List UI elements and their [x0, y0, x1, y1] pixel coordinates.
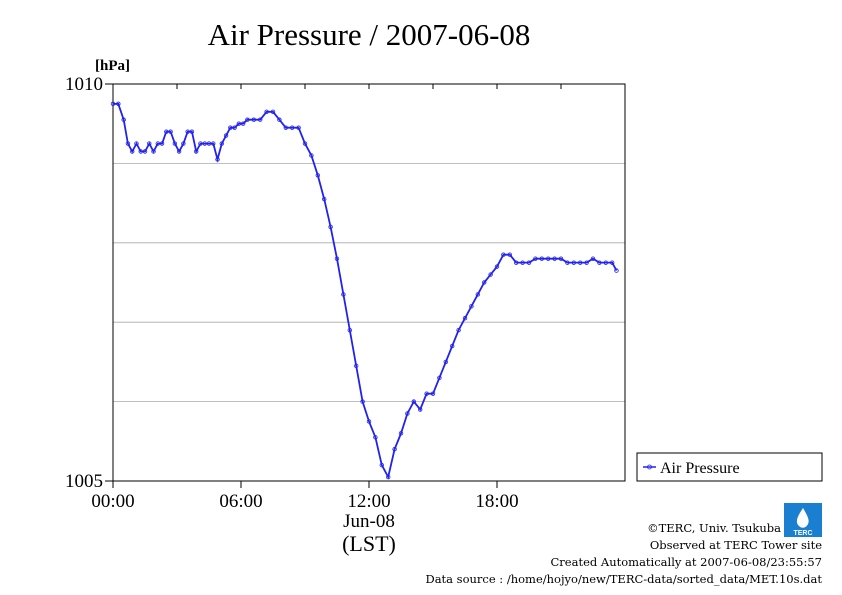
- series-line-air-pressure: [113, 103, 618, 480]
- x-tick-label: 12:00: [347, 491, 390, 512]
- water-drop-icon: [796, 508, 809, 528]
- x-axis: 00:00 06:00 12:00 18:00: [91, 84, 626, 512]
- logo-text: TERC: [793, 530, 812, 537]
- footer-data-source: Data source : /home/hojyo/new/TERC-data/…: [425, 572, 822, 586]
- footer-created: Created Automatically at 2007-06-08/23:5…: [551, 555, 823, 569]
- footer-observed: Observed at TERC Tower site: [650, 538, 822, 552]
- x-tick-label: 06:00: [219, 491, 262, 512]
- legend-label-air-pressure: Air Pressure: [660, 460, 740, 477]
- terc-logo: TERC: [784, 503, 822, 537]
- x-tick-label: 18:00: [475, 491, 518, 512]
- data-points: [110, 101, 619, 480]
- data-point: [277, 117, 282, 122]
- data-point: [590, 256, 596, 261]
- x-tick-label: 00:00: [91, 491, 134, 512]
- grid: [113, 162, 625, 403]
- chart-title: Air Pressure / 2007-06-08: [208, 17, 531, 52]
- y-axis-unit: [hPa]: [95, 58, 130, 74]
- y-tick-label: 1010: [65, 74, 103, 95]
- legend: Air Pressure: [636, 452, 823, 482]
- y-axis: 1005 1010: [65, 74, 113, 492]
- footer-copyright: ©TERC, Univ. Tsukuba: [647, 521, 781, 535]
- date-label: Jun-08: [343, 511, 395, 532]
- legend-box: [636, 452, 823, 482]
- legend-swatch-marker: [647, 464, 652, 470]
- data-point: [488, 272, 493, 277]
- y-tick-label: 1005: [65, 471, 103, 492]
- timezone-label: (LST): [342, 531, 396, 556]
